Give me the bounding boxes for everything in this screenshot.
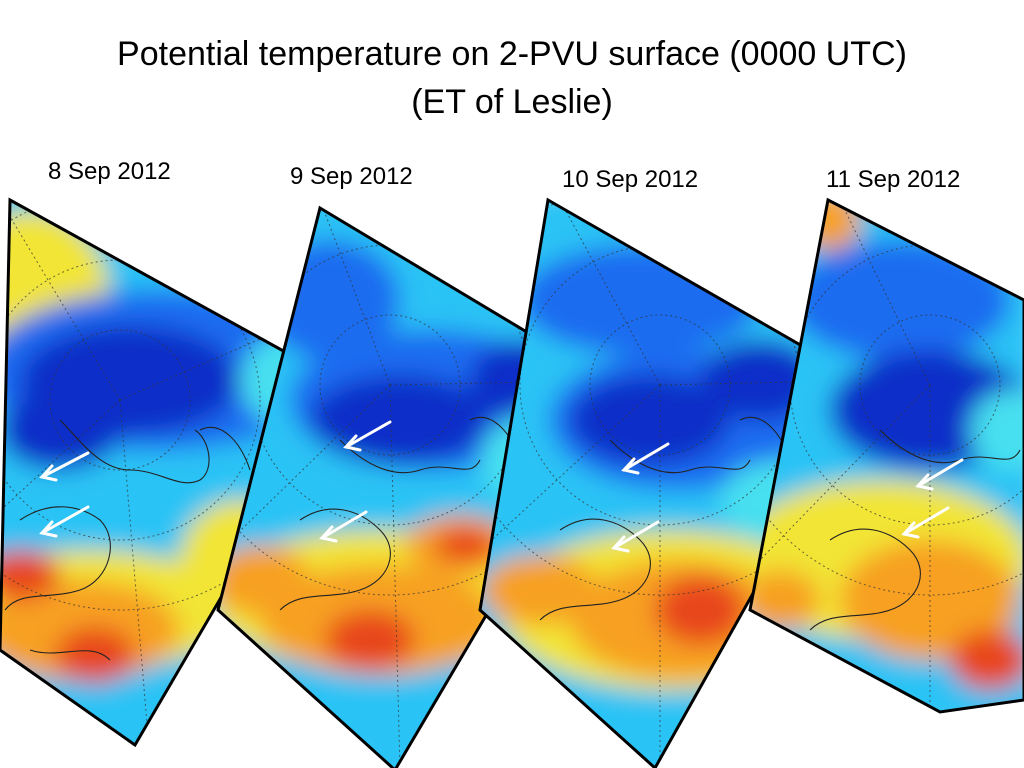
slide-title: Potential temperature on 2-PVU surface (… — [0, 30, 1024, 126]
date-label-1: 8 Sep 2012 — [48, 158, 171, 185]
date-label-4: 11 Sep 2012 — [826, 166, 961, 193]
title-line-2: (ET of Leslie) — [411, 83, 613, 121]
date-label-3: 10 Sep 2012 — [562, 166, 699, 193]
title-line-1: Potential temperature on 2-PVU surface (… — [117, 35, 907, 73]
date-label-2: 9 Sep 2012 — [290, 163, 413, 190]
map-panel-4 — [748, 197, 1024, 714]
